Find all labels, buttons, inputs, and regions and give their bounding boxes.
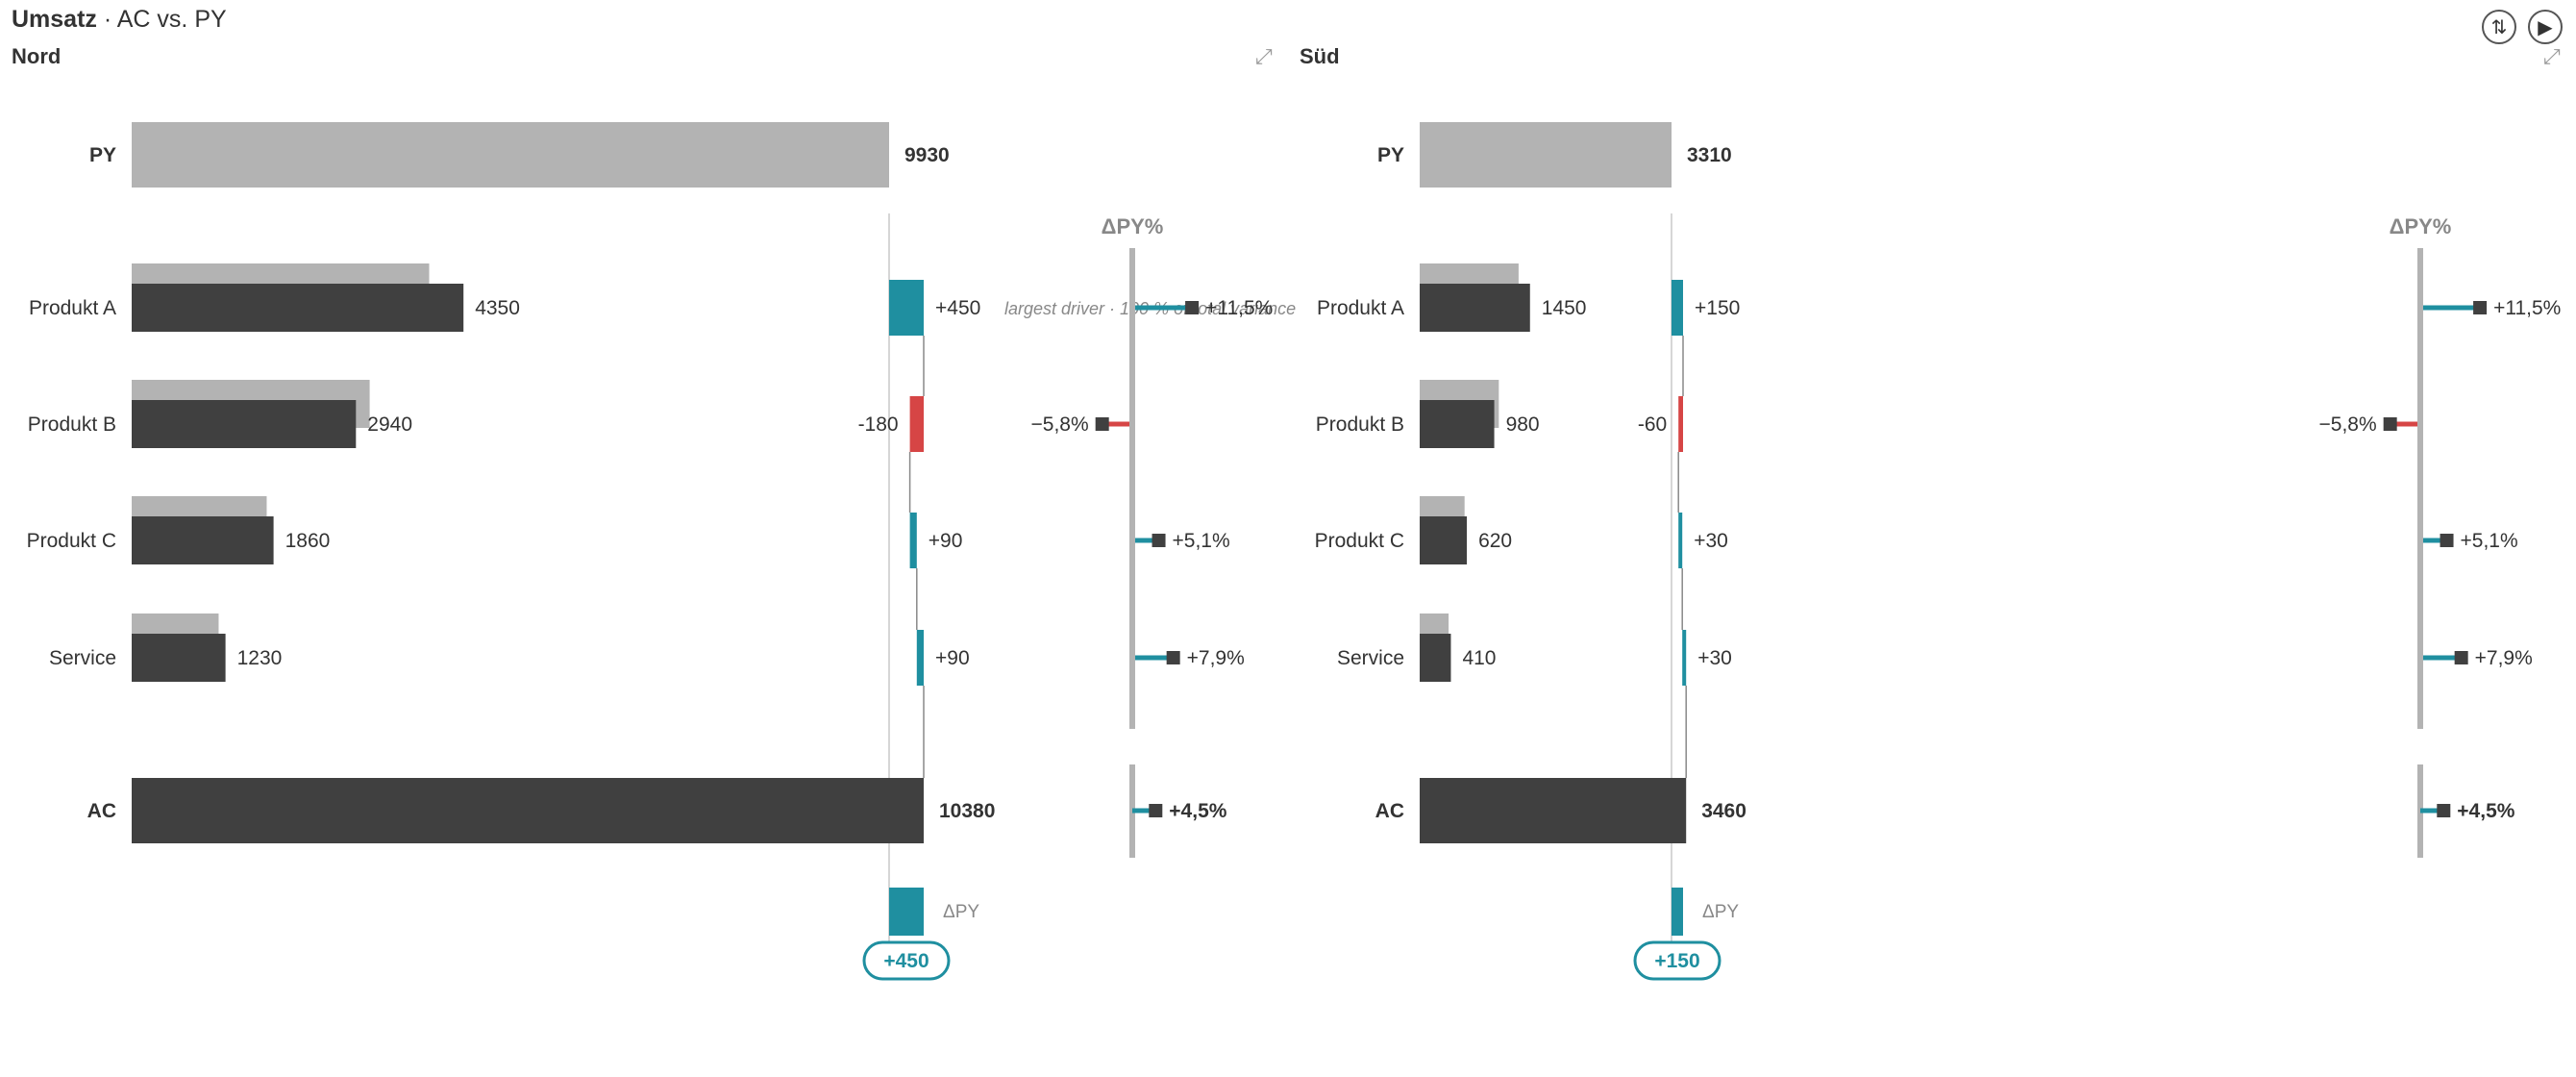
ac-value-label: 2940 <box>367 413 412 436</box>
category-label: Produkt B <box>1316 413 1404 436</box>
pct-header: ΔPY% <box>1102 214 1164 238</box>
pct-pin-head <box>2454 651 2468 664</box>
pct-pin-head <box>2473 301 2488 314</box>
delta-bar <box>909 396 924 452</box>
py-total-label: 9930 <box>904 144 950 166</box>
pct-pin-head <box>2440 534 2454 547</box>
py-row-label: PY <box>1377 144 1404 166</box>
panel-title-sued: Süd <box>1300 44 1340 68</box>
expand-icon[interactable]: ⤢ <box>2543 44 2561 68</box>
delta-bar <box>889 280 924 336</box>
delta-axis-label: ΔPY <box>943 902 979 922</box>
ac-bar <box>132 516 274 564</box>
delta-axis-label: ΔPY <box>1702 902 1739 922</box>
pct-pin-head <box>1152 534 1166 547</box>
pct-label: +7,9% <box>1187 647 1245 669</box>
pct-label: +11,5% <box>1205 297 1273 319</box>
pct-pin-head <box>2383 417 2397 431</box>
category-label: Produkt A <box>1317 297 1404 319</box>
pct-total-label: +4,5% <box>2457 800 2514 822</box>
category-label: Produkt B <box>28 413 116 436</box>
pct-pin-head <box>1095 417 1109 431</box>
pct-pin-head <box>1166 651 1180 664</box>
pct-label: −5,8% <box>2319 413 2377 436</box>
ac-value-label: 410 <box>1462 647 1496 669</box>
ac-bar <box>132 634 226 682</box>
pct-label: +5,1% <box>1173 530 1230 552</box>
pct-label: +11,5% <box>2493 297 2561 319</box>
pct-label: +5,1% <box>2461 530 2518 552</box>
delta-label: +30 <box>1694 530 1728 552</box>
pct-total-pin-head <box>1149 804 1163 817</box>
delta-total-label: +150 <box>1654 950 1699 972</box>
delta-total-label: +450 <box>883 950 929 972</box>
delta-total-pill <box>862 940 951 981</box>
ac-bar <box>1420 634 1451 682</box>
ac-total-label: 3460 <box>1701 800 1746 822</box>
delta-bar <box>909 513 917 568</box>
delta-label: +30 <box>1697 647 1732 669</box>
ac-total-bar <box>1420 778 1687 843</box>
ac-total-label: 10380 <box>939 800 995 822</box>
ac-bar <box>1420 400 1495 448</box>
play-icon[interactable]: ▶ <box>2528 10 2563 44</box>
py-total-bar <box>1420 122 1672 188</box>
pct-total-pin-head <box>2437 804 2451 817</box>
delta-bar <box>1672 280 1683 336</box>
delta-total-bar <box>1672 888 1683 936</box>
ac-row-label: AC <box>1375 800 1404 822</box>
pct-pin-head <box>1185 301 1200 314</box>
category-label: Produkt C <box>27 530 116 552</box>
sort-arrows-icon[interactable]: ⇅ <box>2482 10 2516 44</box>
ac-bar <box>132 400 357 448</box>
delta-bar <box>1678 396 1683 452</box>
ac-value-label: 620 <box>1478 530 1512 552</box>
py-row-label: PY <box>89 144 116 166</box>
delta-total-bar <box>889 888 924 936</box>
pct-total-label: +4,5% <box>1169 800 1226 822</box>
chart-title: Umsatz · AC vs. PY <box>12 6 227 34</box>
ac-total-bar <box>132 778 924 843</box>
ac-value-label: 980 <box>1506 413 1540 436</box>
pct-axis <box>2417 248 2423 729</box>
delta-total-pill <box>1633 940 1721 981</box>
ac-value-label: 1230 <box>237 647 283 669</box>
pct-label: +7,9% <box>2475 647 2533 669</box>
pct-label: −5,8% <box>1031 413 1089 436</box>
title-comparison: · AC vs. PY <box>96 6 227 33</box>
ac-bar <box>1420 284 1530 332</box>
delta-label: +150 <box>1695 297 1740 319</box>
py-total-label: 3310 <box>1687 144 1732 166</box>
delta-label: +90 <box>935 647 970 669</box>
delta-bar <box>1682 630 1687 686</box>
delta-bar <box>1678 513 1683 568</box>
ac-value-label: 4350 <box>475 297 520 319</box>
category-label: Produkt C <box>1315 530 1404 552</box>
delta-bar <box>916 630 924 686</box>
pct-header: ΔPY% <box>2390 214 2452 238</box>
expand-icon[interactable]: ⤢ <box>1255 44 1273 68</box>
category-label: Service <box>1337 647 1404 669</box>
delta-label: +450 <box>935 297 980 319</box>
ac-value-label: 1450 <box>1542 297 1587 319</box>
py-total-bar <box>132 122 889 188</box>
pct-axis <box>1129 248 1135 729</box>
ac-value-label: 1860 <box>285 530 331 552</box>
ac-bar <box>1420 516 1468 564</box>
ac-row-label: AC <box>87 800 116 822</box>
delta-label: +90 <box>929 530 963 552</box>
ac-bar <box>132 284 464 332</box>
panel-title-nord: Nord <box>12 44 62 68</box>
delta-label: -60 <box>1638 413 1667 436</box>
category-label: Service <box>49 647 116 669</box>
delta-label: -180 <box>858 413 899 436</box>
title-measure: Umsatz <box>12 6 97 33</box>
category-label: Produkt A <box>29 297 116 319</box>
